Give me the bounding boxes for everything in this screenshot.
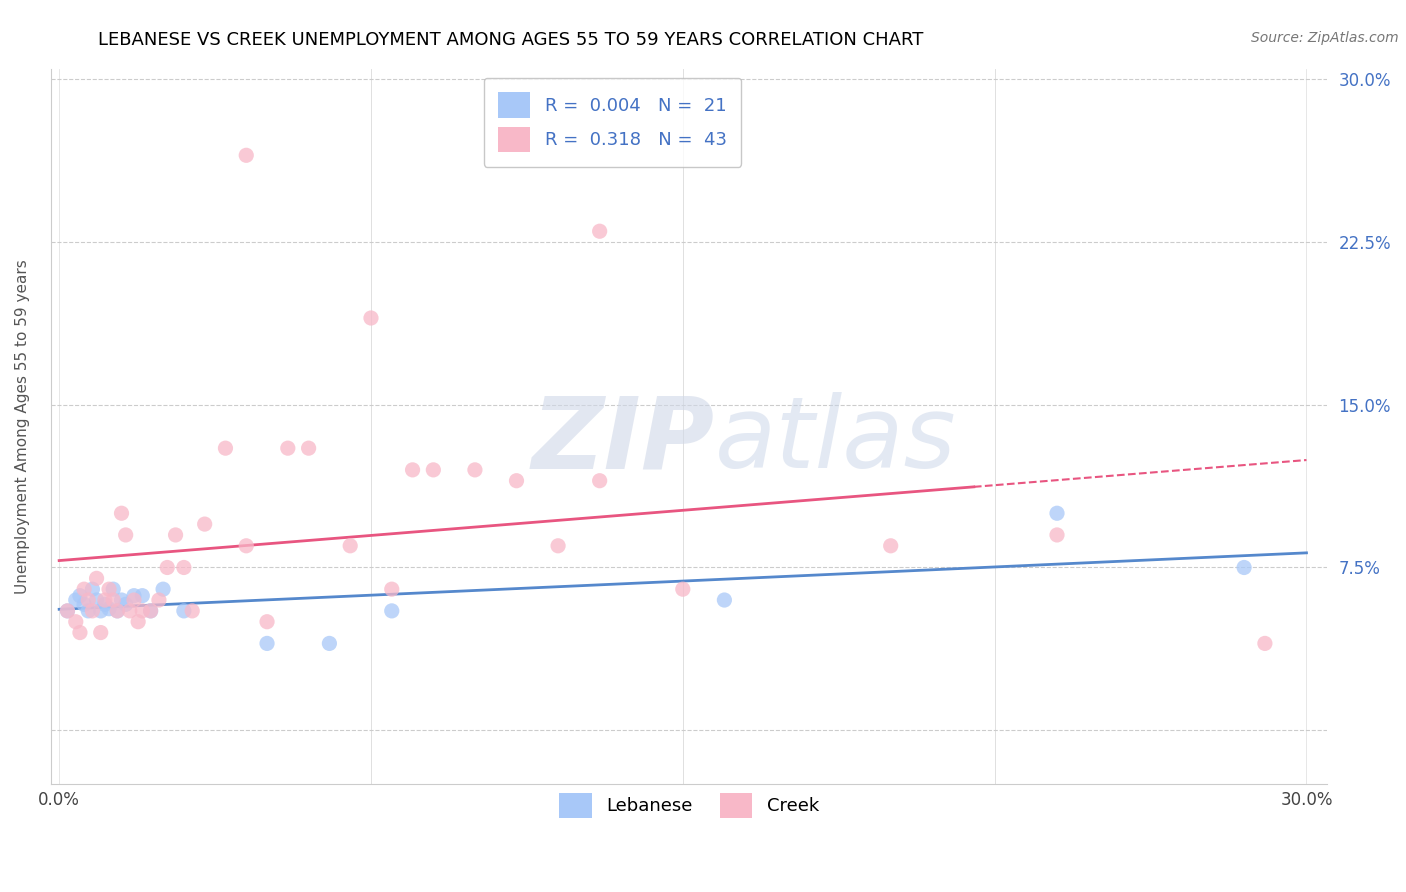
Point bbox=[588, 474, 610, 488]
Point bbox=[82, 604, 104, 618]
Point bbox=[165, 528, 187, 542]
Text: atlas: atlas bbox=[714, 392, 956, 490]
Point bbox=[235, 148, 257, 162]
Point bbox=[122, 589, 145, 603]
Point bbox=[1046, 506, 1069, 520]
Point bbox=[98, 582, 121, 597]
Point bbox=[1046, 528, 1069, 542]
Point bbox=[152, 582, 174, 597]
Point bbox=[65, 593, 87, 607]
Point bbox=[505, 474, 527, 488]
Point bbox=[69, 589, 91, 603]
Point bbox=[156, 560, 179, 574]
Point bbox=[82, 582, 104, 597]
Text: LEBANESE VS CREEK UNEMPLOYMENT AMONG AGES 55 TO 59 YEARS CORRELATION CHART: LEBANESE VS CREEK UNEMPLOYMENT AMONG AGE… bbox=[98, 31, 924, 49]
Point bbox=[194, 517, 217, 532]
Point bbox=[339, 539, 361, 553]
Text: Source: ZipAtlas.com: Source: ZipAtlas.com bbox=[1251, 31, 1399, 45]
Point bbox=[464, 463, 486, 477]
Point bbox=[77, 604, 100, 618]
Y-axis label: Unemployment Among Ages 55 to 59 years: Unemployment Among Ages 55 to 59 years bbox=[15, 259, 30, 594]
Point bbox=[173, 604, 195, 618]
Point bbox=[148, 593, 170, 607]
Point bbox=[214, 441, 236, 455]
Point bbox=[879, 539, 901, 553]
Point bbox=[94, 598, 117, 612]
Point bbox=[173, 560, 195, 574]
Point bbox=[73, 598, 96, 612]
Point bbox=[90, 625, 112, 640]
Point bbox=[318, 636, 340, 650]
Point bbox=[105, 604, 128, 618]
Point bbox=[401, 463, 423, 477]
Point bbox=[235, 539, 257, 553]
Point bbox=[139, 604, 162, 618]
Point bbox=[277, 441, 299, 455]
Point bbox=[77, 593, 100, 607]
Point bbox=[588, 224, 610, 238]
Point bbox=[103, 593, 125, 607]
Point bbox=[122, 593, 145, 607]
Point bbox=[86, 593, 108, 607]
Point bbox=[56, 604, 79, 618]
Point bbox=[90, 604, 112, 618]
Point bbox=[73, 582, 96, 597]
Point bbox=[65, 615, 87, 629]
Point bbox=[181, 604, 204, 618]
Point bbox=[69, 625, 91, 640]
Point bbox=[381, 582, 404, 597]
Legend: Lebanese, Creek: Lebanese, Creek bbox=[553, 786, 827, 825]
Point bbox=[118, 604, 141, 618]
Point bbox=[98, 601, 121, 615]
Point bbox=[139, 604, 162, 618]
Point bbox=[114, 598, 136, 612]
Point bbox=[110, 593, 132, 607]
Point bbox=[110, 506, 132, 520]
Point bbox=[672, 582, 695, 597]
Point bbox=[1254, 636, 1277, 650]
Point bbox=[360, 311, 382, 326]
Point bbox=[86, 571, 108, 585]
Point bbox=[256, 636, 278, 650]
Point bbox=[131, 604, 153, 618]
Point bbox=[1233, 560, 1256, 574]
Point bbox=[127, 615, 149, 629]
Text: ZIP: ZIP bbox=[531, 392, 714, 490]
Point bbox=[103, 582, 125, 597]
Point bbox=[713, 593, 735, 607]
Point bbox=[105, 604, 128, 618]
Point bbox=[114, 528, 136, 542]
Point bbox=[297, 441, 319, 455]
Point bbox=[422, 463, 444, 477]
Point bbox=[256, 615, 278, 629]
Point bbox=[94, 593, 117, 607]
Point bbox=[381, 604, 404, 618]
Point bbox=[131, 589, 153, 603]
Point bbox=[56, 604, 79, 618]
Point bbox=[547, 539, 569, 553]
